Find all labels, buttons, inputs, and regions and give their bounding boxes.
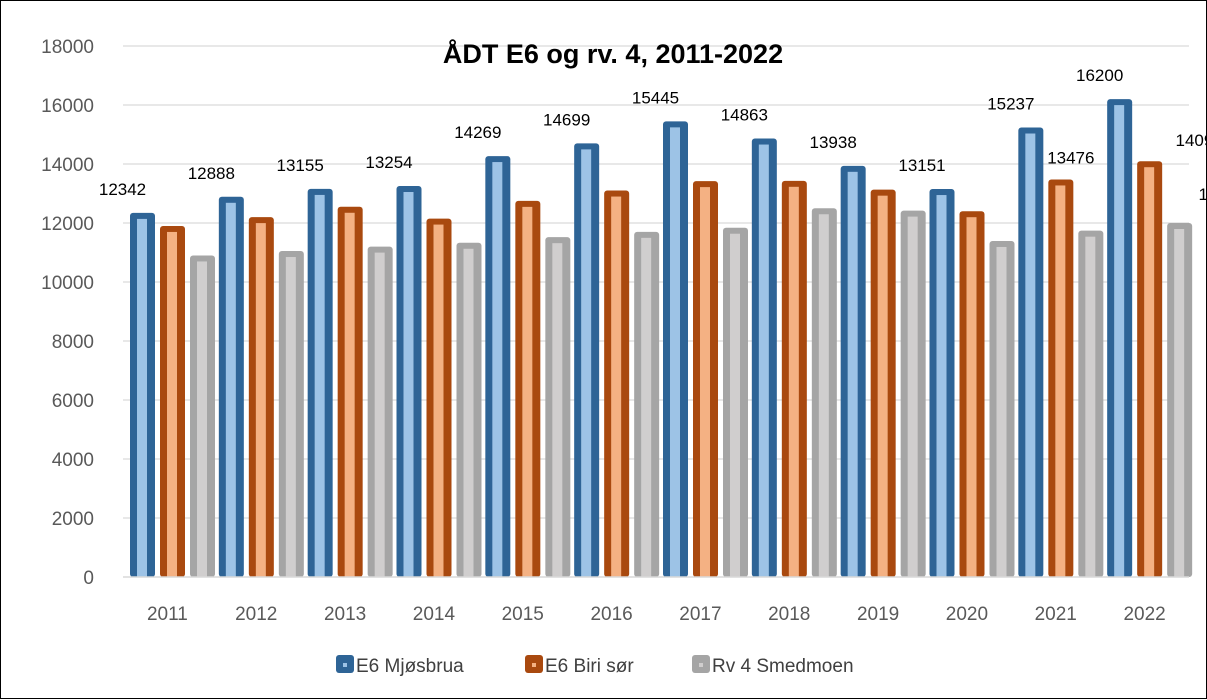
y-tick-label: 8000 bbox=[52, 332, 94, 353]
x-tick-label: 2015 bbox=[502, 604, 544, 625]
bars bbox=[130, 99, 1193, 578]
bar-highlight bbox=[255, 223, 266, 577]
y-tick-label: 4000 bbox=[52, 450, 94, 471]
data-labels: 12342 12888 13155 13254 14269 14699 15445 14863… bbox=[99, 66, 1207, 204]
bar-highlight bbox=[197, 261, 207, 577]
y-axis-ticks: 0 2000 4000 6000 8000 10000 12000 14000 16000 180… bbox=[41, 37, 94, 589]
legend-swatch-highlight bbox=[532, 663, 536, 667]
y-tick-label: 2000 bbox=[52, 509, 94, 530]
data-label: 16200 bbox=[1076, 66, 1123, 85]
data-label: 12000 bbox=[1199, 185, 1207, 204]
x-tick-label: 2013 bbox=[324, 604, 366, 625]
bar-highlight bbox=[522, 206, 533, 577]
data-label: 13151 bbox=[898, 156, 945, 175]
bar-highlight bbox=[167, 231, 177, 577]
data-label: 13155 bbox=[277, 156, 324, 175]
x-tick-label: 2019 bbox=[857, 604, 899, 625]
bar-highlight bbox=[907, 216, 918, 578]
bar-highlight bbox=[492, 162, 503, 577]
legend-label: E6 Biri sør bbox=[545, 656, 634, 677]
data-label: 15237 bbox=[987, 95, 1034, 114]
y-tick-label: 6000 bbox=[52, 391, 94, 412]
bar-highlight bbox=[670, 127, 680, 577]
bar-highlight bbox=[847, 171, 858, 578]
data-label: 14863 bbox=[721, 106, 768, 125]
y-tick-label: 10000 bbox=[41, 273, 94, 294]
bar-highlight bbox=[552, 243, 563, 577]
bar-highlight bbox=[1025, 133, 1036, 578]
bar-highlight bbox=[1085, 236, 1096, 578]
data-label: 14095 bbox=[1176, 131, 1207, 150]
data-label: 14699 bbox=[543, 110, 590, 129]
bar-highlight bbox=[700, 187, 710, 578]
bar-highlight bbox=[374, 252, 385, 577]
bar-highlight bbox=[1174, 229, 1185, 577]
x-axis: 2011 2012 2013 2014 2015 2016 2017 2018 2019 2020… bbox=[123, 576, 1189, 625]
x-tick-label: 2011 bbox=[147, 604, 188, 625]
x-tick-label: 2022 bbox=[1123, 604, 1165, 625]
x-tick-label: 2012 bbox=[235, 604, 277, 625]
data-label: 12342 bbox=[99, 180, 146, 199]
data-label: 15445 bbox=[632, 88, 679, 107]
bar-highlight bbox=[314, 194, 325, 578]
y-tick-label: 18000 bbox=[41, 37, 94, 58]
bar-highlight bbox=[730, 233, 740, 577]
x-tick-label: 2017 bbox=[679, 604, 721, 625]
legend-label: E6 Mjøsbrua bbox=[356, 656, 464, 677]
bar-highlight bbox=[344, 212, 355, 577]
bar-highlight bbox=[1144, 167, 1155, 577]
bar-highlight bbox=[877, 195, 888, 578]
data-label: 13476 bbox=[1047, 148, 1094, 167]
data-label: 12888 bbox=[188, 164, 235, 183]
data-label: 13254 bbox=[365, 153, 412, 172]
bar-highlight bbox=[936, 195, 947, 577]
data-label: 13938 bbox=[810, 133, 857, 152]
bar-highlight bbox=[1114, 105, 1125, 577]
bar-highlight bbox=[788, 186, 799, 577]
y-tick-label: 16000 bbox=[41, 96, 94, 117]
bar-highlight bbox=[996, 246, 1007, 577]
legend: E6 Mjøsbrua E6 Biri sør Rv 4 Smedmoen bbox=[336, 655, 854, 677]
bar-highlight bbox=[463, 248, 474, 577]
x-tick-label: 2021 bbox=[1035, 604, 1077, 625]
x-tick-label: 2016 bbox=[590, 604, 632, 625]
data-label: 14269 bbox=[454, 123, 501, 142]
chart-title: ÅDT E6 og rv. 4, 2011-2022 bbox=[443, 38, 783, 69]
x-tick-label: 2018 bbox=[768, 604, 810, 625]
y-tick-label: 0 bbox=[83, 568, 94, 589]
bar-highlight bbox=[433, 224, 444, 577]
legend-label: Rv 4 Smedmoen bbox=[712, 656, 854, 677]
bar-highlight bbox=[611, 196, 622, 578]
x-tick-label: 2020 bbox=[946, 604, 988, 625]
bar-highlight bbox=[403, 192, 414, 577]
bar-highlight bbox=[966, 217, 977, 577]
x-tick-label: 2014 bbox=[413, 604, 456, 625]
bar-highlight bbox=[641, 237, 652, 577]
bar-highlight bbox=[225, 202, 236, 577]
bar-highlight bbox=[818, 214, 829, 577]
legend-swatch-highlight bbox=[699, 663, 703, 667]
y-tick-label: 12000 bbox=[41, 214, 94, 235]
bar-highlight bbox=[581, 149, 592, 577]
bar-highlight bbox=[285, 257, 296, 577]
bar-highlight bbox=[758, 144, 769, 577]
y-tick-label: 14000 bbox=[41, 155, 94, 176]
legend-swatch-highlight bbox=[343, 663, 347, 667]
bar-highlight bbox=[1055, 185, 1066, 577]
bar-highlight bbox=[137, 218, 147, 577]
